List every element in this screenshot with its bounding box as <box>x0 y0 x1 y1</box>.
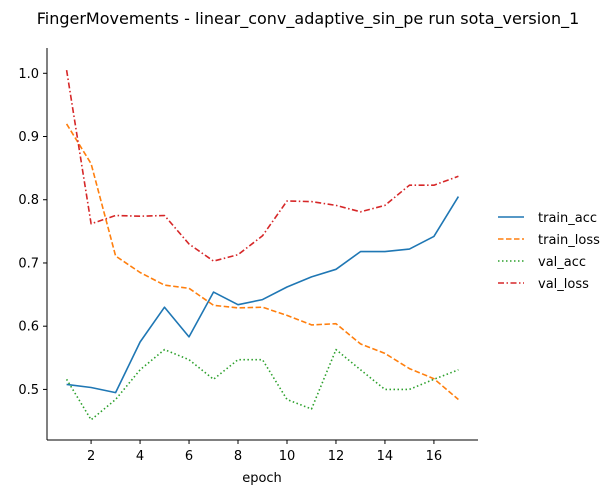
x-tick-label: 4 <box>136 449 144 464</box>
x-tick-label: 14 <box>377 449 394 464</box>
x-tick-label: 16 <box>426 449 443 464</box>
plot-area: 2 4 6 8 10 12 14 16 0.5 0.6 0.7 0.8 0.9 1.0 <box>18 48 478 464</box>
legend-label: train_acc <box>538 211 597 226</box>
x-tick-label: 2 <box>87 449 95 464</box>
series-line-val-loss <box>65 69 459 262</box>
series-line-train-loss <box>65 123 459 401</box>
x-axis-label: epoch <box>242 471 282 486</box>
y-tick-label: 0.5 <box>18 383 39 398</box>
y-tick-label: 0.9 <box>18 130 39 145</box>
legend: train_acc train_loss val_acc val_loss <box>498 211 600 292</box>
chart-title: FingerMovements - linear_conv_adaptive_s… <box>37 9 580 29</box>
x-tick-label: 10 <box>279 449 296 464</box>
x-tick-label: 6 <box>185 449 193 464</box>
y-tick-label: 0.6 <box>18 320 39 335</box>
series-lines <box>65 69 460 421</box>
y-tick-label: 1.0 <box>18 67 39 82</box>
x-tick-label: 8 <box>234 449 242 464</box>
legend-label: val_loss <box>538 277 589 292</box>
y-tick-label: 0.8 <box>18 193 39 208</box>
y-tick-label: 0.7 <box>18 256 39 271</box>
series-line-val-acc <box>65 348 459 421</box>
series-line-train-acc <box>66 196 460 394</box>
legend-label: train_loss <box>538 233 600 248</box>
x-tick-label: 12 <box>328 449 345 464</box>
legend-label: val_acc <box>538 255 586 270</box>
